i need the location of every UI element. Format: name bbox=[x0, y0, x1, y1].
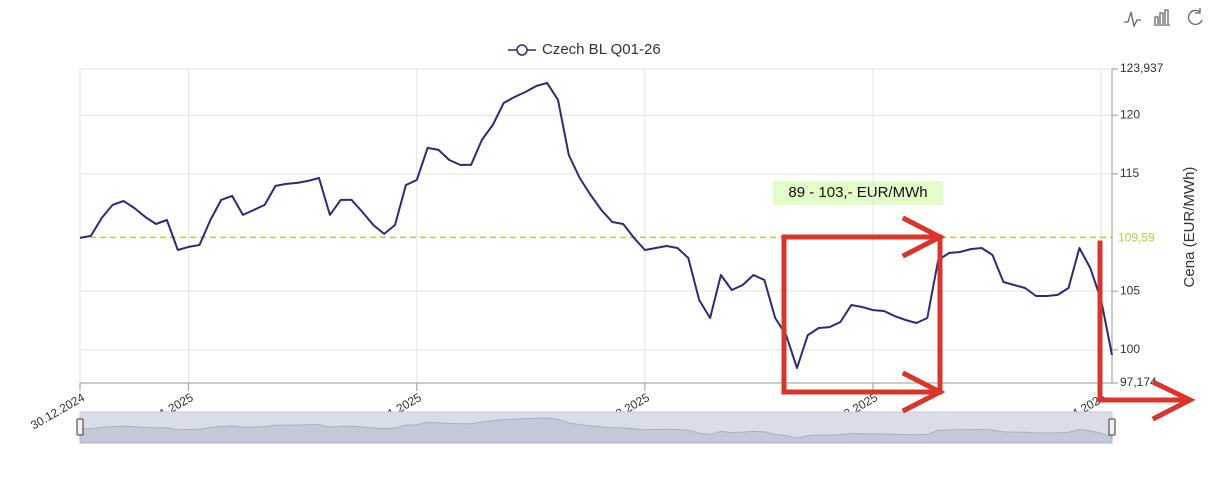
arrow bbox=[1097, 240, 1196, 422]
navigator-series bbox=[79, 417, 1113, 444]
y-tick-label: 97,174 bbox=[1120, 375, 1157, 389]
y-axis-label: Cena (EUR/MWh) bbox=[1181, 167, 1198, 288]
series-line bbox=[79, 81, 1113, 369]
y-tick-label: 120 bbox=[1120, 107, 1140, 121]
arrow bbox=[901, 370, 946, 414]
toolbar bbox=[1124, 8, 1203, 28]
y-tick-label: 123,937 bbox=[1120, 61, 1164, 75]
bar-icon[interactable] bbox=[1154, 9, 1170, 26]
highlight-box bbox=[781, 234, 943, 395]
navigator-handle[interactable] bbox=[76, 418, 84, 436]
arrow bbox=[901, 215, 946, 259]
y-tick-label: 100 bbox=[1120, 342, 1140, 356]
annotation: 89 - 103,- EUR/MWh bbox=[788, 184, 927, 201]
annotation-box bbox=[773, 181, 943, 205]
legend[interactable]: Czech BL Q01-26 bbox=[508, 41, 661, 58]
legend-symbol bbox=[516, 44, 528, 56]
y-tick-label: 115 bbox=[1120, 166, 1139, 180]
refresh-icon[interactable] bbox=[1187, 8, 1203, 26]
reference-label: 109,59 bbox=[1118, 230, 1155, 244]
y-tick-label: 105 bbox=[1120, 283, 1140, 297]
line-icon[interactable] bbox=[1124, 11, 1141, 28]
legend-label: Czech BL Q01-26 bbox=[542, 41, 661, 58]
navigator-handle[interactable] bbox=[1108, 418, 1116, 436]
